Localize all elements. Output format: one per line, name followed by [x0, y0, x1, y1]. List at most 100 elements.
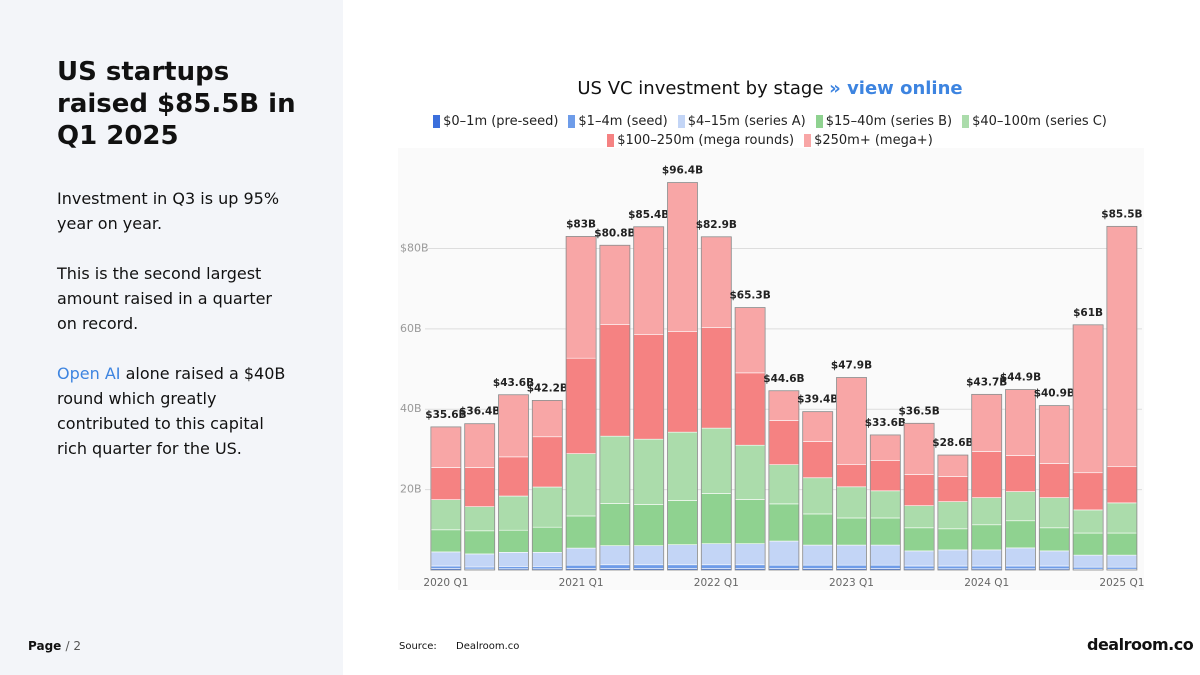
- data-label: $96.4B: [662, 165, 703, 177]
- legend-label: $15–40m (series B): [825, 114, 953, 129]
- bar-segment: [768, 390, 800, 421]
- data-label: $61B: [1073, 307, 1103, 319]
- bar-segment: [667, 564, 698, 569]
- legend-swatch: [804, 134, 812, 147]
- legend-swatch: [962, 115, 970, 128]
- bar-segment: [734, 543, 766, 566]
- bar-segment: [700, 493, 732, 544]
- bar-segment: [903, 565, 935, 570]
- legend-item[interactable]: $4–15m (series A): [677, 112, 806, 131]
- data-label: $35.6B: [425, 409, 466, 421]
- bar-outline: [802, 411, 834, 571]
- bar-outline: [971, 393, 1003, 571]
- bar-segment: [1039, 405, 1070, 464]
- legend-item[interactable]: $40–100m (series C): [962, 112, 1107, 131]
- legend-item[interactable]: $15–40m (series B): [815, 112, 953, 131]
- bar-segment: [869, 490, 901, 519]
- bar-segment: [498, 552, 529, 567]
- legend-item[interactable]: $1–4m (seed): [568, 112, 668, 131]
- bar-outline: [937, 454, 969, 571]
- bar-segment: [1106, 466, 1138, 504]
- bar-segment: [802, 513, 834, 546]
- view-online-link[interactable]: » view online: [829, 78, 963, 99]
- bar-segment: [836, 377, 867, 466]
- bar-segment: [531, 566, 563, 570]
- bar-segment: [430, 551, 462, 567]
- x-tick-label: 2021 Q1: [559, 577, 604, 589]
- bar-segment: [430, 499, 462, 531]
- bar-segment: [531, 552, 563, 567]
- bar-segment: [734, 307, 766, 374]
- legend-item[interactable]: $0–1m (pre-seed): [433, 112, 558, 131]
- legend-swatch: [433, 115, 441, 128]
- bar-segment: [836, 464, 867, 488]
- bar-segment: [937, 454, 969, 477]
- bar-segment: [1039, 463, 1070, 498]
- x-tick-label: 2024 Q1: [964, 577, 1009, 589]
- legend-label: $250m+ (mega+): [814, 133, 933, 148]
- data-label: $28.6B: [932, 437, 973, 449]
- page-number: / 2: [65, 639, 82, 653]
- legend-item[interactable]: $250m+ (mega+): [804, 131, 933, 150]
- data-label: $42.2B: [527, 382, 568, 394]
- bar-segment: [1005, 547, 1036, 567]
- bar-segment: [464, 467, 496, 507]
- link[interactable]: Open AI: [57, 364, 121, 383]
- bar-segment: [903, 527, 935, 552]
- bar-segment: [633, 226, 665, 335]
- bar-segment: [937, 528, 969, 551]
- data-label: $83B: [566, 218, 596, 230]
- bar-segment: [700, 564, 732, 569]
- data-label: $85.4B: [628, 209, 669, 221]
- bar-outline: [1038, 405, 1070, 571]
- bar-segment: [1005, 455, 1036, 492]
- bar-segment: [565, 236, 597, 359]
- bar-segment: [971, 565, 1003, 570]
- bar-segment: [1106, 226, 1138, 468]
- paragraph: Open AI alone raised a $40B round which …: [57, 361, 297, 461]
- bar-segment: [836, 564, 867, 569]
- bar-segment: [971, 549, 1003, 567]
- bar-segment: [903, 474, 935, 506]
- legend-swatch: [607, 134, 615, 147]
- data-label: $39.4B: [797, 394, 838, 406]
- paragraph-text: alone raised a $40B round which greatly …: [57, 364, 286, 458]
- headline: US startups raised $85.5B in Q1 2025: [57, 57, 296, 151]
- x-tick-label: 2025 Q1: [1099, 577, 1144, 589]
- bar-segment: [531, 436, 563, 488]
- bar-segment: [633, 438, 665, 505]
- bar-outline: [768, 390, 800, 571]
- bar-segment: [700, 427, 732, 494]
- bar-segment: [700, 327, 732, 429]
- bar-segment: [667, 500, 698, 545]
- bar-segment: [971, 524, 1003, 551]
- bar-segment: [464, 566, 496, 570]
- bar-outline: [869, 434, 901, 571]
- bar-segment: [531, 400, 563, 438]
- bar-outline: [565, 236, 597, 571]
- bar-outline: [531, 399, 563, 571]
- bar-segment: [498, 456, 529, 497]
- bar-segment: [498, 394, 529, 458]
- bar-outline: [667, 182, 698, 571]
- bar-segment: [430, 565, 462, 569]
- legend-item[interactable]: $100–250m (mega rounds): [607, 131, 794, 150]
- bar-segment: [464, 553, 496, 568]
- legend-swatch: [568, 115, 576, 128]
- legend-label: $4–15m (series A): [687, 114, 806, 129]
- bar-segment: [599, 545, 631, 566]
- bar-segment: [869, 434, 901, 461]
- bar-segment: [768, 540, 800, 566]
- bar-segment: [802, 411, 834, 442]
- bar-segment: [802, 441, 834, 479]
- bar-segment: [768, 503, 800, 542]
- bar-segment: [498, 529, 529, 553]
- chart-header: US VC investment by stage » view online: [540, 78, 1000, 99]
- bar-outline: [498, 394, 529, 571]
- bar-outline: [430, 426, 462, 571]
- data-label: $43.7B: [966, 376, 1007, 388]
- bar-segment: [599, 503, 631, 546]
- bar-segment: [700, 543, 732, 566]
- bar-segment: [599, 435, 631, 504]
- bar-segment: [633, 545, 665, 566]
